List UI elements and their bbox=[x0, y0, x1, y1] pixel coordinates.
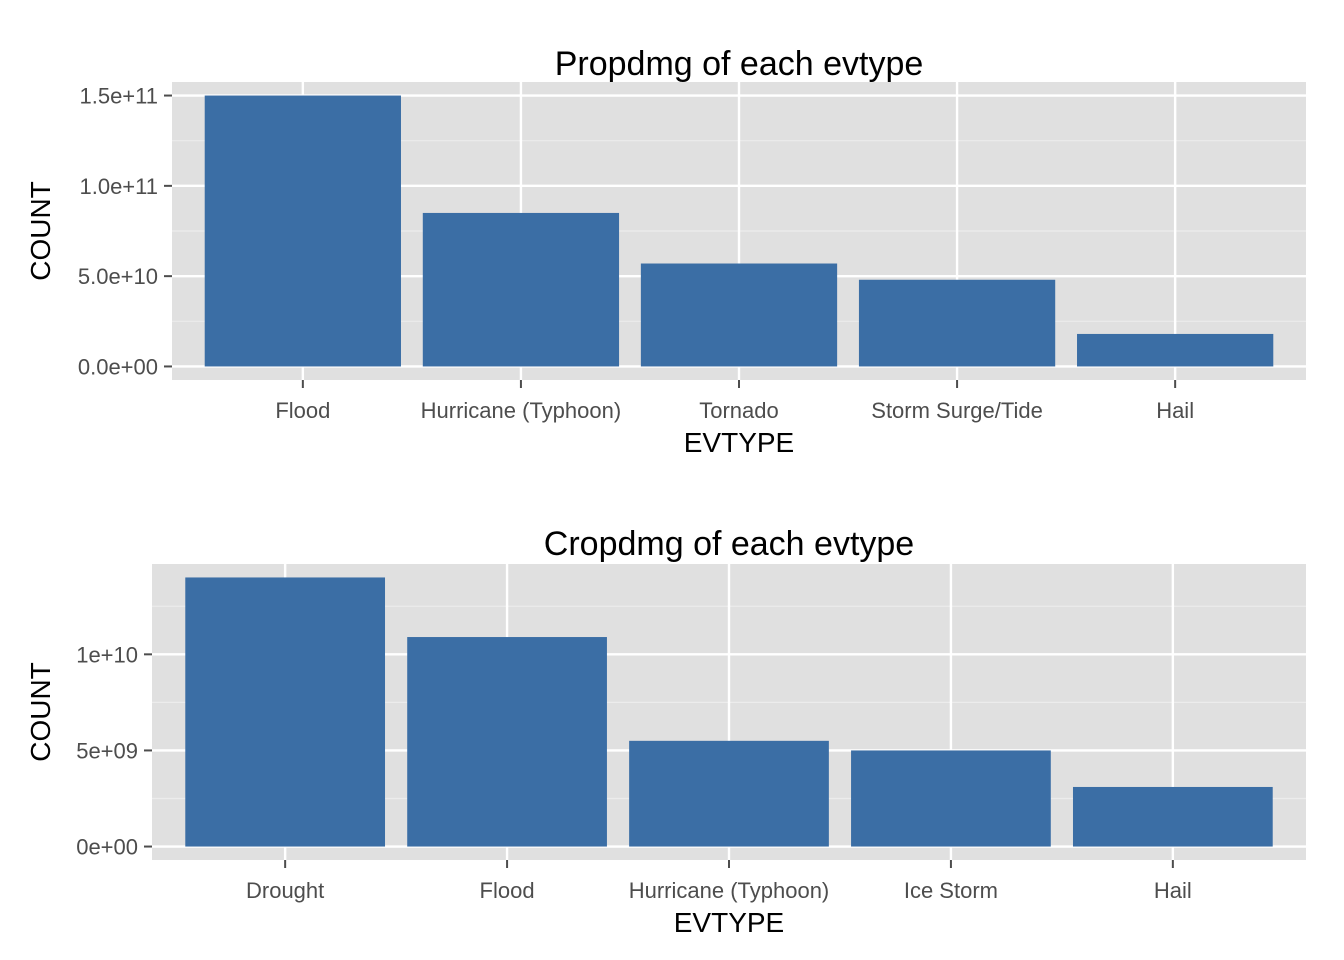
x-tick-label: Hail bbox=[1156, 398, 1194, 423]
bar-drought bbox=[185, 577, 386, 847]
y-tick-label: 0e+00 bbox=[76, 835, 138, 860]
y-tick-label: 1e+10 bbox=[76, 642, 138, 667]
y-tick-label: 5e+09 bbox=[76, 738, 138, 763]
bar-hurricane-typhoon bbox=[422, 212, 620, 367]
bar-hail bbox=[1072, 786, 1273, 847]
y-tick-label: 0.0e+00 bbox=[78, 354, 158, 379]
bar-tornado bbox=[640, 263, 838, 367]
bar-hail bbox=[1077, 333, 1274, 367]
x-tick-label: Hail bbox=[1154, 878, 1192, 903]
x-tick-label: Flood bbox=[480, 878, 535, 903]
bar-hurricane-typhoon bbox=[629, 740, 829, 847]
x-tick-label: Ice Storm bbox=[904, 878, 998, 903]
chart-cropdmg: 0e+00 5e+09 1e+10 Drought Flood Hurricane (Ty… bbox=[25, 525, 1306, 938]
y-tick-label: 1.5e+11 bbox=[79, 84, 158, 109]
x-tick-label: Drought bbox=[246, 878, 324, 903]
bar-flood bbox=[407, 637, 607, 847]
bar-storm-surge-tide bbox=[858, 279, 1056, 367]
y-axis-title: COUNT bbox=[25, 181, 56, 281]
y-axis-title: COUNT bbox=[25, 662, 56, 762]
y-tick-label: 1.0e+11 bbox=[79, 174, 158, 199]
x-tick-label: Tornado bbox=[699, 398, 779, 423]
bar-ice-storm bbox=[851, 750, 1051, 847]
bar-flood bbox=[204, 95, 401, 367]
chart-propdmg: 0.0e+00 5.0e+10 1.0e+11 1.5e+11 Flood Hurrica… bbox=[25, 45, 1306, 458]
chart-title: Propdmg of each evtype bbox=[555, 45, 924, 83]
x-tick-label: Hurricane (Typhoon) bbox=[629, 878, 830, 903]
chart-title: Cropdmg of each evtype bbox=[544, 525, 914, 563]
x-tick-label: Flood bbox=[275, 398, 330, 423]
x-tick-label: Storm Surge/Tide bbox=[871, 398, 1043, 423]
x-tick-label: Hurricane (Typhoon) bbox=[421, 398, 622, 423]
y-tick-label: 5.0e+10 bbox=[78, 264, 158, 289]
x-axis-title: EVTYPE bbox=[674, 907, 784, 938]
x-axis-title: EVTYPE bbox=[684, 427, 794, 458]
